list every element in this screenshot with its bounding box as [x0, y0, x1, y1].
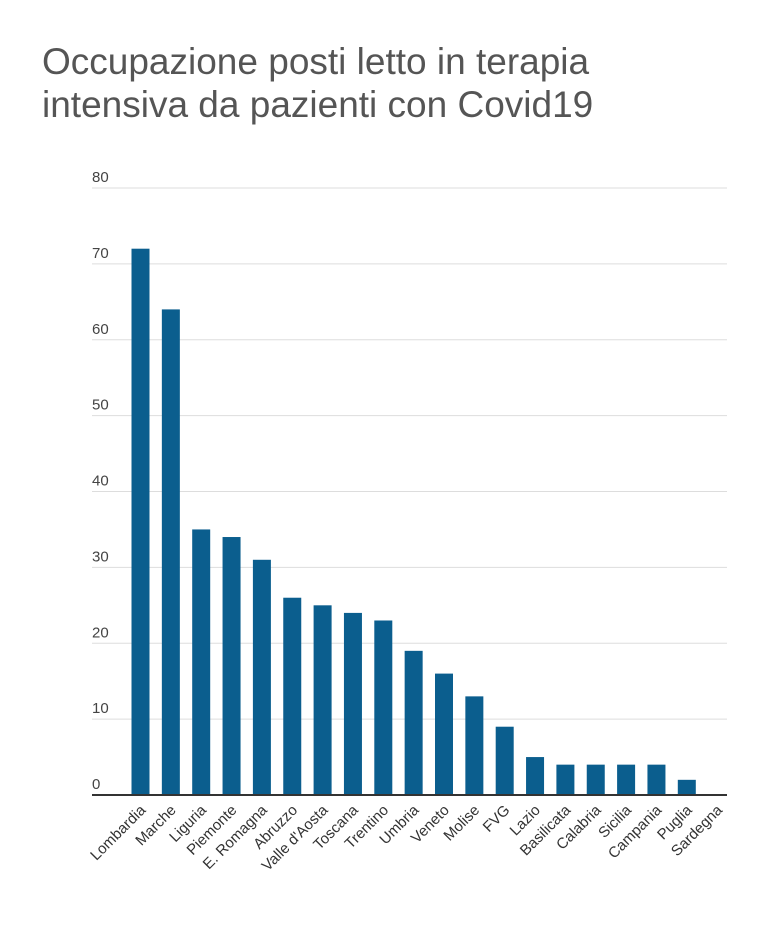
bar-toscana: [343, 612, 362, 795]
y-tick-label: 50: [92, 397, 109, 414]
bar-campania: [647, 764, 666, 795]
bar-molise: [465, 696, 484, 795]
chart-title-line-2: intensiva da pazienti con Covid19: [42, 84, 594, 125]
bar-calabria: [586, 764, 605, 795]
bar-puglia: [677, 779, 696, 795]
bar-valle-d-aosta: [313, 605, 332, 795]
y-axis-ticks: 0 10 20 30 40 50 60 70 80: [92, 169, 109, 793]
y-tick-label: 20: [92, 624, 109, 641]
bar-liguria: [192, 529, 211, 795]
y-tick-label: 80: [92, 169, 109, 186]
bar-umbria: [404, 650, 423, 795]
chart-title: Occupazione posti letto in terapia inten…: [42, 40, 742, 126]
bar-lazio: [526, 757, 545, 795]
bar-sicilia: [617, 764, 636, 795]
y-tick-label: 40: [92, 473, 109, 490]
x-tick-label: FVG: [480, 802, 514, 836]
y-tick-label: 60: [92, 321, 109, 338]
bars: [131, 248, 696, 795]
bar-marche: [161, 309, 180, 795]
bar-trentino: [374, 620, 393, 795]
bar-e-romagna: [252, 559, 271, 795]
chart-title-line-1: Occupazione posti letto in terapia: [42, 41, 590, 82]
bar-veneto: [435, 673, 453, 795]
bar-piemonte: [222, 537, 241, 795]
bar-abruzzo: [283, 597, 302, 795]
bar-fvg: [495, 726, 514, 795]
gridlines: [92, 187, 727, 720]
bar-basilicata: [556, 764, 575, 795]
y-tick-label: 30: [92, 548, 109, 565]
y-tick-label: 10: [92, 700, 109, 717]
y-tick-label: 70: [92, 245, 109, 262]
bar-lombardia: [131, 248, 150, 795]
y-tick-label: 0: [92, 776, 100, 793]
